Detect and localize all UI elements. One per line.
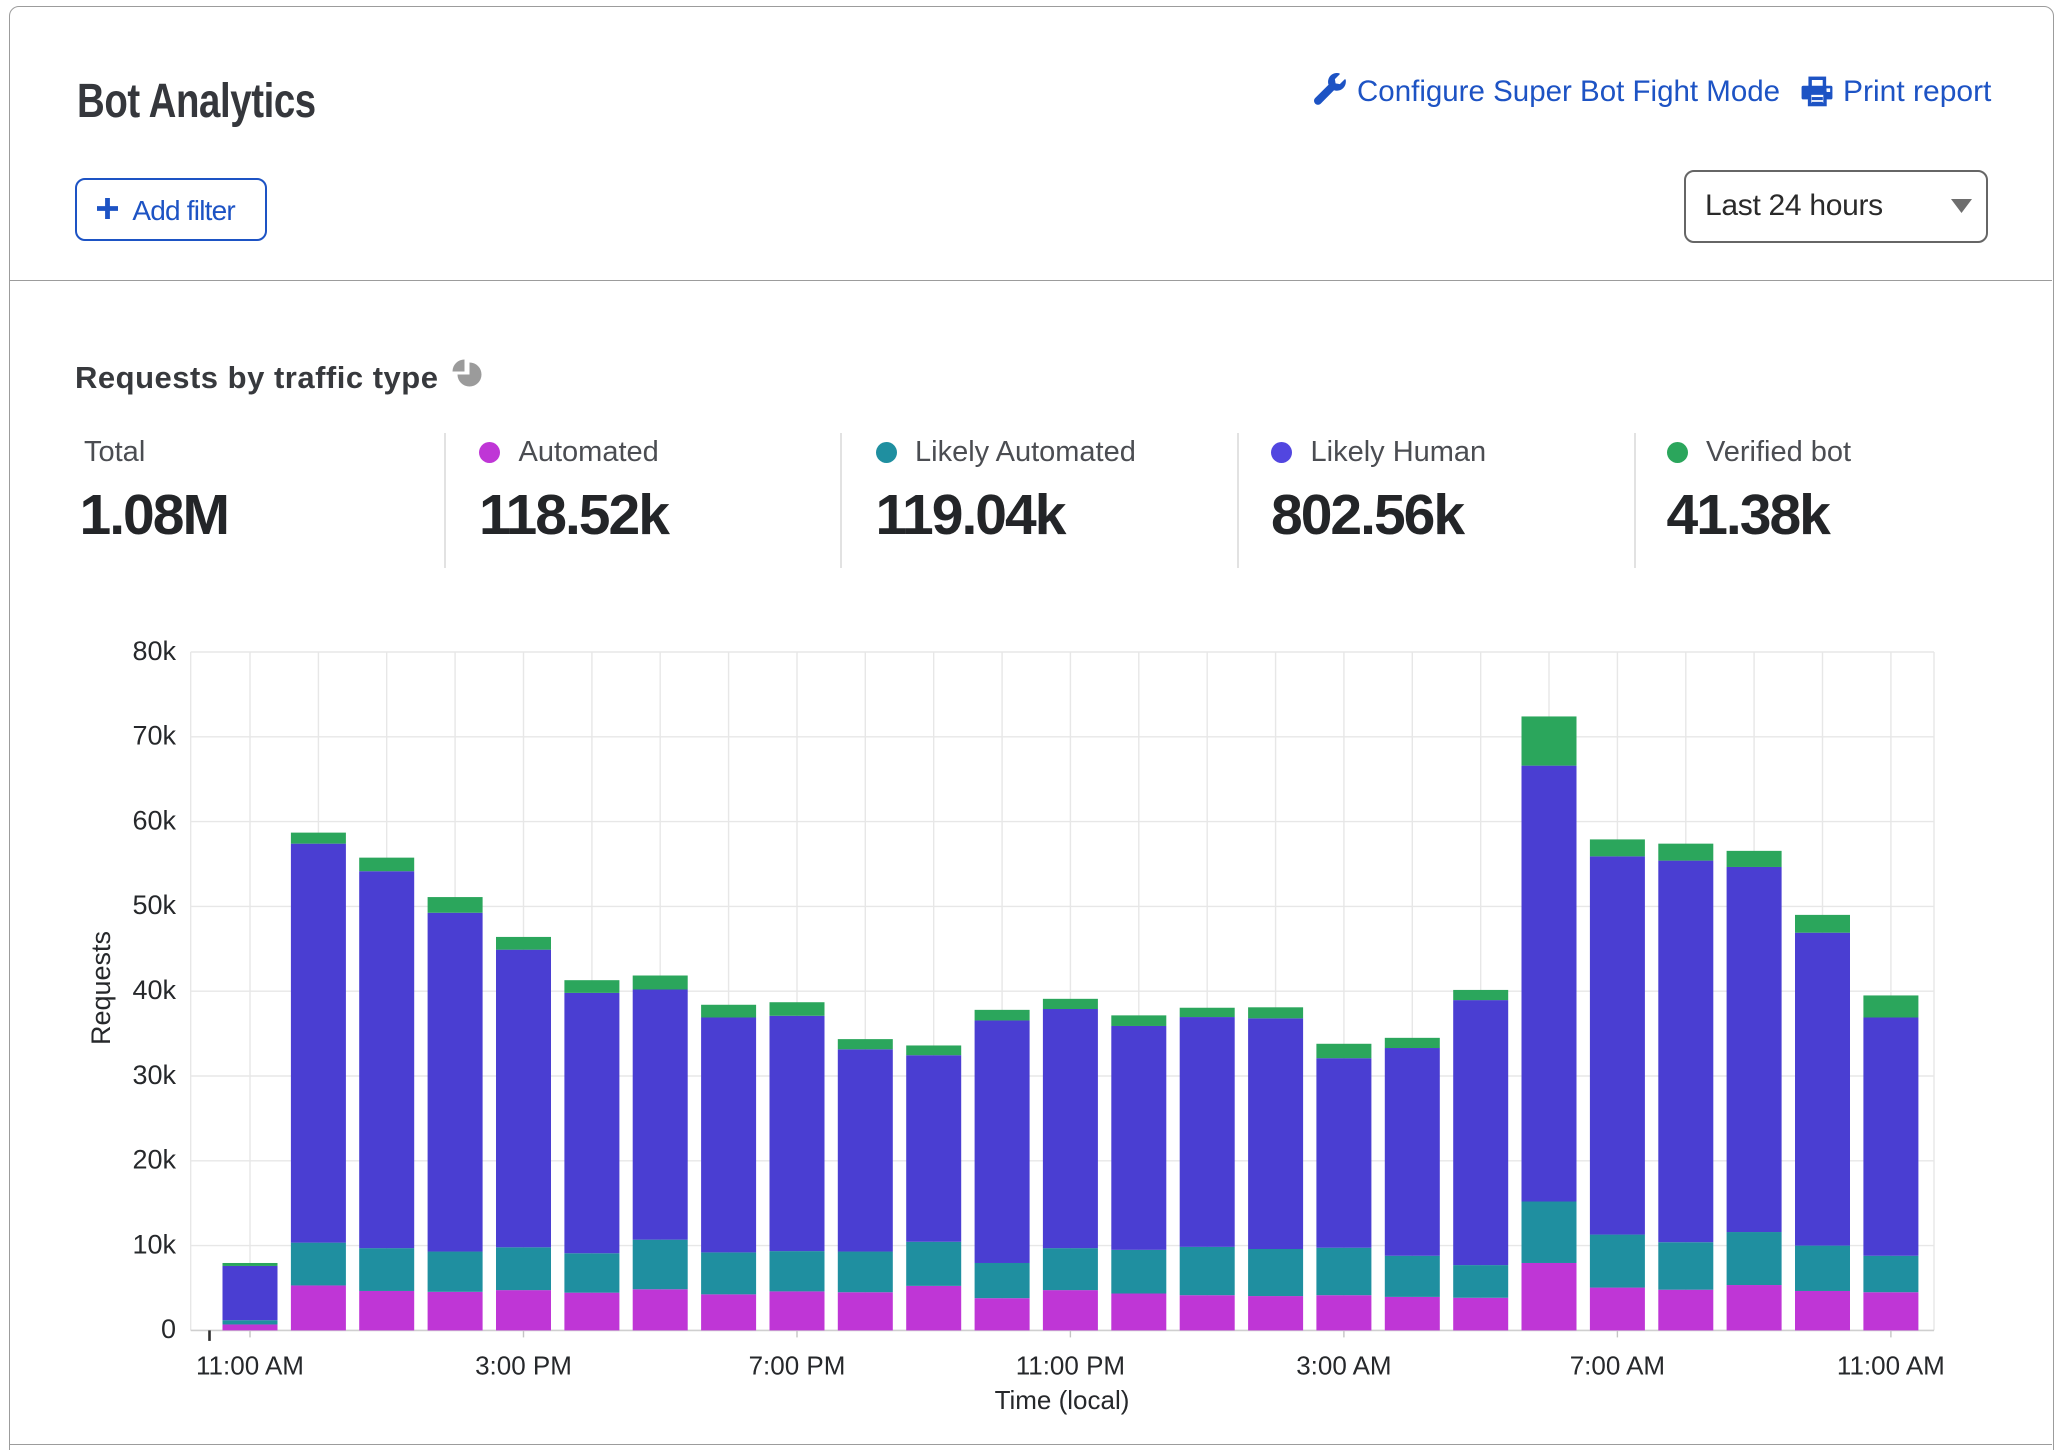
svg-text:60k: 60k [132,805,176,835]
svg-text:Time (local): Time (local) [995,1385,1130,1415]
svg-text:7:00 PM: 7:00 PM [749,1351,846,1381]
svg-text:20k: 20k [132,1145,176,1175]
svg-text:40k: 40k [132,975,176,1005]
svg-text:80k: 80k [132,636,176,666]
svg-text:50k: 50k [132,890,176,920]
svg-text:10k: 10k [132,1229,176,1259]
svg-text:3:00 PM: 3:00 PM [475,1351,572,1381]
svg-text:11:00 PM: 11:00 PM [1016,1351,1125,1381]
svg-text:Requests: Requests [86,931,116,1045]
svg-text:11:00 AM: 11:00 AM [196,1351,304,1381]
svg-text:11:00 AM: 11:00 AM [1837,1351,1945,1381]
svg-text:3:00 AM: 3:00 AM [1296,1351,1391,1381]
svg-text:7:00 AM: 7:00 AM [1570,1351,1665,1381]
svg-text:70k: 70k [132,721,176,751]
svg-text:0: 0 [161,1314,176,1344]
svg-text:30k: 30k [132,1060,176,1090]
